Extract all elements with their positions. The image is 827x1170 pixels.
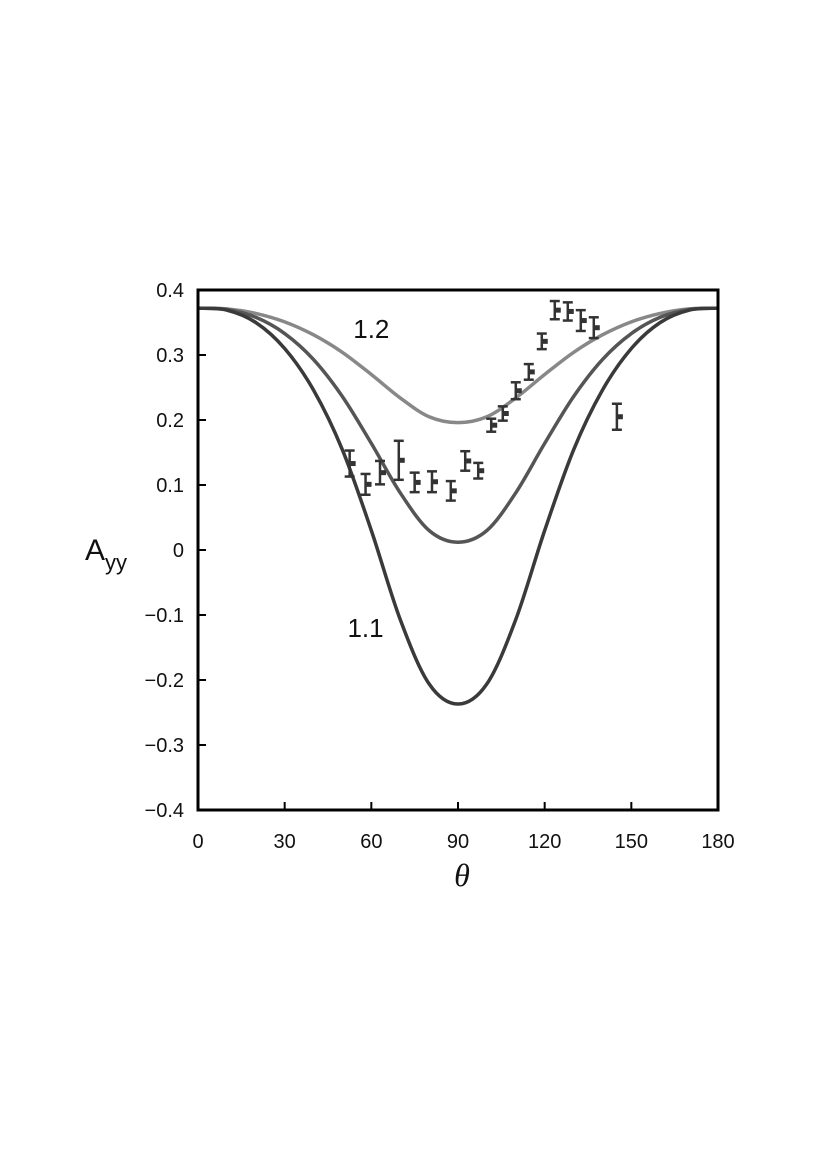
y-tick-label: −0.4 [145, 800, 184, 822]
data-marker [503, 411, 509, 416]
data-marker [516, 388, 522, 394]
data-point-15 [562, 301, 574, 322]
data-marker [415, 479, 421, 485]
axis-tick-labels: 0 30 60 90 120 150 180 0.4 0.3 0.2 0.1 0 −0.1 −0.2 −0.… [145, 280, 735, 853]
data-point-9 [486, 417, 498, 433]
x-tick-label: 180 [701, 831, 734, 853]
data-point-0 [344, 449, 356, 478]
data-marker [492, 422, 498, 428]
data-marker [555, 307, 561, 313]
data-marker [617, 414, 623, 420]
data-marker [381, 470, 386, 476]
data-marker [433, 479, 438, 485]
axis-ticks [197, 289, 719, 811]
series-line-1 [197, 306, 719, 544]
data-marker [466, 458, 472, 464]
x-tick-label: 0 [192, 831, 203, 853]
data-point-11 [510, 381, 522, 401]
data-point-8 [473, 461, 485, 480]
y-tick-label: −0.3 [145, 735, 184, 757]
data-marker [399, 457, 405, 463]
y-axis-title-subscript: yy [105, 550, 127, 575]
y-tick-label: −0.1 [145, 605, 184, 627]
data-marker [350, 461, 356, 467]
y-tick-label: 0.4 [156, 280, 184, 302]
y-tick-label: 0.2 [156, 410, 184, 432]
data-point-7 [460, 449, 472, 472]
data-point-16 [575, 308, 587, 333]
data-point-10 [497, 405, 509, 422]
data-marker [581, 318, 587, 324]
x-tick-label: 150 [615, 831, 648, 853]
data-point-18 [611, 402, 623, 431]
y-tick-label: 0 [173, 540, 184, 562]
data-point-12 [523, 362, 535, 381]
curves-layer [197, 306, 719, 706]
data-point-4 [409, 471, 421, 494]
data-point-14 [549, 299, 561, 321]
y-tick-label: 0.3 [156, 345, 184, 367]
y-tick-label: 0.1 [156, 475, 184, 497]
x-tick-label: 90 [447, 831, 469, 853]
data-marker [594, 325, 600, 331]
series-line-0 [197, 306, 719, 425]
data-marker [366, 481, 372, 487]
data-point-5 [427, 470, 438, 494]
data-point-6 [445, 479, 457, 502]
data-point-3 [393, 439, 405, 482]
y-tick-label: −0.2 [145, 670, 184, 692]
data-marker [479, 468, 485, 474]
curve-label: 1.2 [353, 314, 389, 344]
y-axis-title-main: A [85, 534, 105, 567]
data-points-layer [344, 299, 623, 502]
data-marker [542, 338, 548, 344]
curve-labels: 1.2 1.1 [347, 314, 389, 643]
data-point-1 [360, 472, 372, 496]
data-point-17 [588, 316, 600, 340]
data-point-2 [375, 459, 386, 486]
x-tick-label: 120 [528, 831, 561, 853]
data-marker [568, 308, 574, 314]
data-marker [451, 488, 457, 494]
data-point-13 [536, 332, 548, 351]
plot-frame [196, 288, 720, 812]
series-line-2 [197, 306, 719, 706]
x-tick-label: 60 [360, 831, 382, 853]
x-tick-label: 30 [274, 831, 296, 853]
x-axis-title: θ [454, 857, 470, 893]
curve-label: 1.1 [347, 613, 383, 643]
data-marker [529, 369, 535, 375]
y-axis-title: Ayy [85, 534, 127, 575]
